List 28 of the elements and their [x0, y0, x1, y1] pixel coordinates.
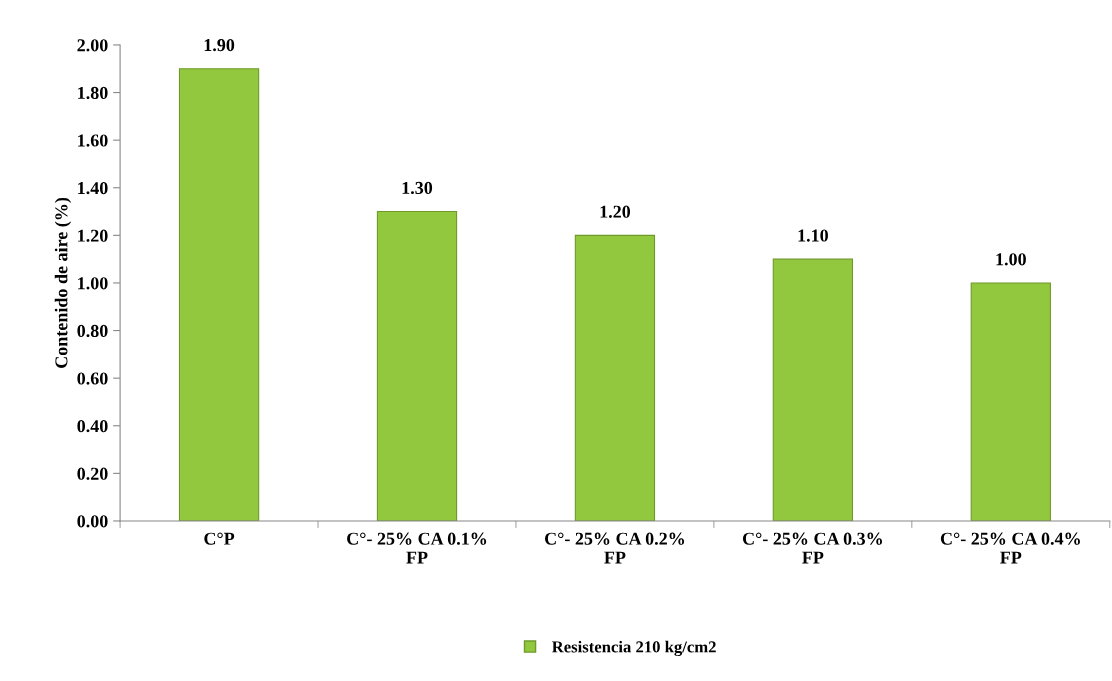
y-tick-label: 1.00	[78, 277, 108, 290]
bar	[178, 68, 260, 521]
y-tick-label: 1.60	[78, 134, 108, 147]
x-tick-label: C°- 25% CA 0.1% FP	[347, 532, 487, 564]
data-label: 1.30	[402, 181, 433, 195]
x-tick-label: C°- 25% CA 0.2% FP	[545, 532, 685, 564]
data-label: 1.00	[996, 253, 1026, 266]
y-tick-label: 0.80	[77, 324, 108, 338]
data-label: 1.20	[600, 205, 631, 218]
data-label: 1.90	[204, 39, 235, 52]
x-tick-label: C°- 25% CA 0.4% FP	[940, 532, 1080, 564]
legend-label: Resistencia 210 kg/cm2	[551, 640, 716, 657]
bar	[772, 258, 854, 521]
y-tick-label: 0.20	[77, 467, 108, 480]
bar	[574, 234, 656, 521]
x-tick-label: C°- 25% CA 0.3% FP	[742, 532, 882, 564]
y-tick-label: 0.60	[77, 372, 108, 385]
bar	[970, 282, 1051, 521]
y-axis-title: Contenido de aire (%)	[54, 197, 72, 368]
x-tick-label: C°P	[204, 532, 235, 545]
y-tick-label: 1.80	[78, 86, 108, 100]
y-tick-label: 1.40	[78, 182, 108, 195]
y-tick-label: 0.40	[77, 420, 108, 433]
bar	[376, 210, 458, 521]
y-tick-label: 1.20	[78, 229, 108, 242]
y-tick-label: 2.00	[77, 39, 108, 52]
data-label: 1.10	[798, 229, 828, 242]
y-tick-label: 0.00	[77, 515, 108, 528]
